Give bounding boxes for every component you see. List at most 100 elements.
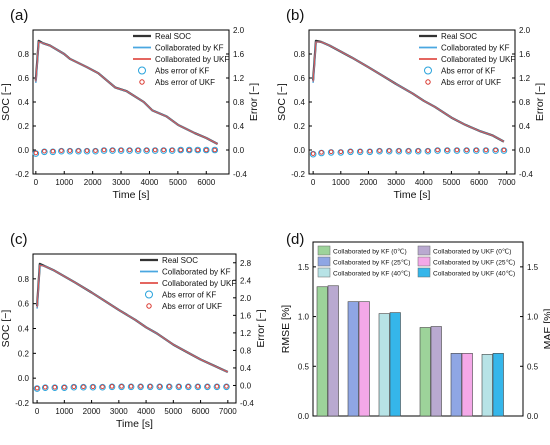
p3-bar-0-3 bbox=[358, 301, 370, 417]
p0-series-point-4 bbox=[76, 148, 81, 153]
p2-series-point-4 bbox=[186, 384, 191, 389]
p0-x-tick-label: 6000 bbox=[197, 178, 215, 187]
p2-series-point-4 bbox=[90, 384, 96, 390]
p1-series-point-4 bbox=[454, 147, 460, 153]
p1-x-tick-label: 6000 bbox=[470, 178, 488, 187]
p2-legend-label: Collaborated by UKF bbox=[162, 279, 236, 288]
p0-series-point-4 bbox=[127, 147, 132, 153]
p0-y2-tick-label: 0.4 bbox=[233, 122, 245, 131]
p1-series-point-4 bbox=[483, 147, 489, 153]
p3-bar-1-2 bbox=[450, 353, 462, 417]
p2-series-point-3 bbox=[127, 383, 135, 391]
p1-x-tick-label: 0 bbox=[311, 178, 316, 187]
p2-y2-tick-label: 0.4 bbox=[240, 364, 252, 373]
p0-legend-label: Collaborated by UKF bbox=[155, 55, 229, 64]
p0-series-point-4 bbox=[67, 148, 73, 153]
p2-series-point-4 bbox=[147, 384, 153, 389]
p0-series-point-4 bbox=[169, 147, 175, 153]
p3-legend-swatch bbox=[417, 256, 431, 267]
p2-series-point-3 bbox=[41, 384, 49, 391]
p0-y2-tick-label: 0.8 bbox=[233, 98, 245, 107]
p0-series-point-3 bbox=[185, 146, 193, 154]
p2-series-point-3 bbox=[108, 383, 116, 391]
p2-series-point-4 bbox=[176, 384, 182, 389]
p0-y2-axis-title: Error [−] bbox=[248, 83, 260, 121]
p3-legend-swatch bbox=[417, 267, 431, 278]
p0-series-point-4 bbox=[144, 147, 149, 153]
p1-y-tick-label: 0.6 bbox=[294, 74, 306, 83]
p3-y-tick-label: 0.0 bbox=[298, 412, 310, 421]
p0-x-tick-label: 2000 bbox=[84, 178, 102, 187]
p2-y-tick-label: -0.2 bbox=[15, 399, 29, 408]
p1-series-point-4 bbox=[501, 147, 507, 153]
p1-y2-tick-label: 0.4 bbox=[519, 122, 531, 131]
p1-series-point-4 bbox=[415, 148, 421, 153]
p1-y2-axis-title: Error [−] bbox=[534, 83, 546, 121]
p3-bar-0-0 bbox=[316, 286, 328, 417]
p0-legend-swatch bbox=[138, 66, 146, 75]
p2-series-point-3 bbox=[137, 383, 144, 391]
p0-series-point-4 bbox=[93, 148, 98, 153]
p3-y2-tick-label: 0.5 bbox=[527, 362, 539, 371]
p2-series-point-3 bbox=[51, 384, 59, 391]
p0-series-point-4 bbox=[186, 147, 192, 153]
p0-series-point-4 bbox=[33, 150, 39, 156]
p2-y2-tick-label: 2.4 bbox=[240, 276, 252, 285]
p3-bar-0-2 bbox=[347, 301, 359, 417]
p2-series-point-3 bbox=[175, 383, 183, 391]
p2-y2-tick-label: 0.8 bbox=[240, 346, 252, 355]
p2-x-tick-label: 0 bbox=[35, 407, 40, 416]
p3-bar-1-3 bbox=[461, 353, 473, 417]
p0-y2-tick-label: 2.0 bbox=[233, 26, 245, 35]
p2-series-point-3 bbox=[204, 383, 211, 391]
p1-legend-label: Collaborated by KF bbox=[441, 44, 510, 53]
p2-y2-tick-label: 1.2 bbox=[240, 329, 252, 338]
p3-bar-1-4 bbox=[481, 354, 493, 417]
p3-legend-label: Collaborated by UKF (0℃) bbox=[433, 248, 512, 256]
p1-y2-tick-label: 1.2 bbox=[519, 74, 531, 83]
p0-y-tick-label: 0.4 bbox=[18, 98, 30, 107]
p2-series-point-3 bbox=[213, 383, 221, 391]
p2-series-point-3 bbox=[118, 383, 125, 391]
p0-series-point-4 bbox=[195, 147, 201, 153]
p1-series-point-4 bbox=[435, 147, 440, 153]
p0-y-axis-title: SOC [−] bbox=[0, 83, 12, 121]
p1-x-tick-label: 1000 bbox=[332, 178, 350, 187]
p2-y2-tick-label: -0.4 bbox=[240, 399, 254, 408]
p3-y2-tick-label: 0.0 bbox=[527, 412, 539, 421]
p3-bar-1-1 bbox=[430, 326, 442, 417]
p2-series-point-4 bbox=[157, 384, 162, 389]
p3-legend-label: Collaborated by KF (0℃) bbox=[333, 248, 407, 256]
p1-series-point-4 bbox=[310, 151, 316, 156]
p1-legend-label: Collaborated by UKF bbox=[441, 55, 515, 64]
p0-series-point-4 bbox=[110, 147, 115, 153]
p2-y-tick-label: 0.8 bbox=[18, 275, 30, 284]
p1-y-tick-label: 0.0 bbox=[294, 146, 306, 155]
p0-series-point-3 bbox=[177, 146, 185, 154]
p2-y-axis-title: SOC [−] bbox=[0, 310, 12, 348]
p0-series-point-4 bbox=[135, 147, 141, 153]
p3-bar-0-1 bbox=[327, 285, 339, 417]
p0-series-point-3 bbox=[202, 146, 210, 154]
p2-y2-tick-label: 2.0 bbox=[240, 294, 252, 303]
p0-series-point-4 bbox=[59, 148, 64, 153]
p0-series-point-4 bbox=[161, 147, 166, 153]
p0-series-point-4 bbox=[50, 148, 56, 154]
p2-series-point-3 bbox=[194, 383, 202, 391]
p1-series-point-4 bbox=[406, 148, 411, 153]
p1-x-tick-label: 4000 bbox=[415, 178, 433, 187]
p0-y-tick-label: 0.2 bbox=[18, 122, 30, 131]
p0-series-point-4 bbox=[204, 147, 209, 153]
p1-y-tick-label: 0.4 bbox=[294, 98, 306, 107]
p2-series-point-4 bbox=[119, 384, 124, 389]
p2-series-point-3 bbox=[99, 383, 106, 391]
p2-legend-swatch bbox=[145, 290, 153, 299]
p1-series-point-4 bbox=[474, 147, 479, 153]
p0-x-axis-title: Time [s] bbox=[113, 189, 150, 201]
p2-y-tick-label: 0.4 bbox=[18, 325, 30, 334]
p1-y2-tick-label: 0.8 bbox=[519, 98, 531, 107]
p2-series-point-4 bbox=[100, 384, 105, 390]
p1-panel-label: (b) bbox=[286, 7, 304, 24]
p1-y2-tick-label: 0.0 bbox=[519, 146, 531, 155]
